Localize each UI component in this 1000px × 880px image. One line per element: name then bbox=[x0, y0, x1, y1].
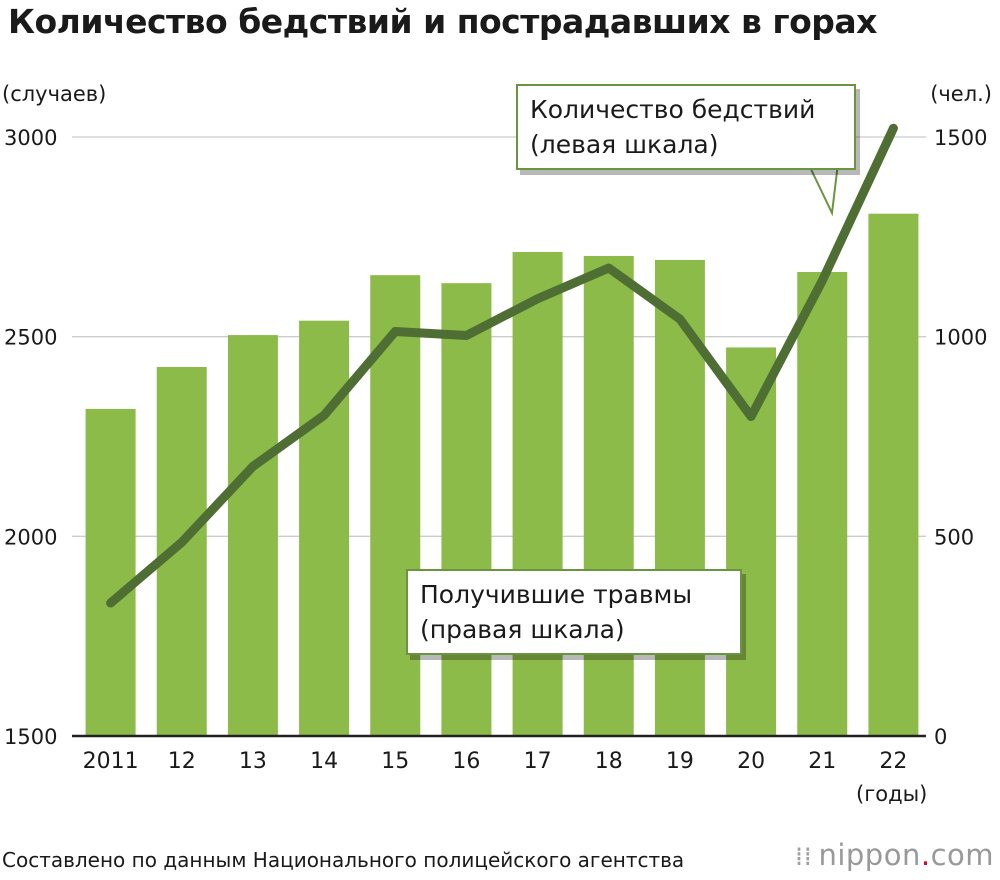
left-tick-label: 1500 bbox=[4, 725, 57, 749]
callout-incidents-line1: Количество бедствий bbox=[530, 95, 816, 124]
bar-incidents bbox=[726, 347, 777, 736]
bar-incidents bbox=[583, 256, 634, 736]
bar-incidents bbox=[512, 252, 563, 736]
x-tick-label: 14 bbox=[310, 749, 338, 774]
chart-title: Количество бедствий и пострадавших в гор… bbox=[8, 2, 877, 41]
x-tick-label: 18 bbox=[595, 749, 623, 774]
callout-injured-line1: Получившие травмы bbox=[420, 580, 693, 609]
brand-dots-icon: ⁞⁞ bbox=[794, 842, 813, 872]
callout-incidents: Количество бедствий (левая шкала) bbox=[516, 84, 856, 170]
callout-incidents-pointer bbox=[806, 162, 840, 217]
right-axis-unit: (чел.) bbox=[930, 82, 992, 106]
x-tick-label: 17 bbox=[524, 749, 552, 774]
left-axis-unit: (случаев) bbox=[2, 82, 107, 106]
x-tick-label: 15 bbox=[381, 749, 409, 774]
x-tick-label: 20 bbox=[737, 749, 765, 774]
x-tick-label: 19 bbox=[666, 749, 694, 774]
right-tick-label: 500 bbox=[934, 525, 974, 549]
callout-incidents-line2: (левая шкала) bbox=[530, 130, 719, 159]
bar-incidents bbox=[227, 335, 278, 736]
brand-dot: . bbox=[920, 838, 931, 872]
right-tick-label: 1500 bbox=[934, 126, 987, 150]
x-tick-label: 12 bbox=[168, 749, 196, 774]
callout-injured: Получившие травмы (правая шкала) bbox=[406, 569, 742, 655]
bar-incidents bbox=[868, 213, 919, 736]
right-tick-label: 0 bbox=[934, 725, 947, 749]
source-note: Составлено по данным Национального полиц… bbox=[2, 848, 685, 872]
brand-logo: ⁞⁞ nippon.com bbox=[795, 838, 994, 872]
brand-tld: com bbox=[930, 838, 994, 872]
series-line-injured bbox=[106, 123, 898, 608]
left-tick-label: 2000 bbox=[4, 525, 57, 549]
left-tick-label: 2500 bbox=[4, 326, 57, 350]
bar-incidents bbox=[654, 259, 705, 736]
x-tick-label: 16 bbox=[452, 749, 480, 774]
right-tick-label: 1000 bbox=[934, 326, 987, 350]
bar-incidents bbox=[441, 283, 492, 736]
bar-incidents bbox=[370, 275, 421, 736]
callout-injured-line2: (правая шкала) bbox=[420, 615, 625, 644]
bar-incidents bbox=[299, 320, 350, 736]
left-tick-label: 3000 bbox=[4, 126, 57, 150]
bar-incidents bbox=[797, 271, 848, 736]
bar-incidents bbox=[85, 408, 136, 736]
x-tick-label: 13 bbox=[239, 749, 267, 774]
x-tick-label: 21 bbox=[808, 749, 836, 774]
x-tick-label: 2011 bbox=[83, 749, 139, 774]
x-tick-label: 22 bbox=[879, 749, 907, 774]
brand-name: nippon bbox=[818, 838, 921, 872]
x-axis-unit: (годы) bbox=[856, 782, 928, 806]
